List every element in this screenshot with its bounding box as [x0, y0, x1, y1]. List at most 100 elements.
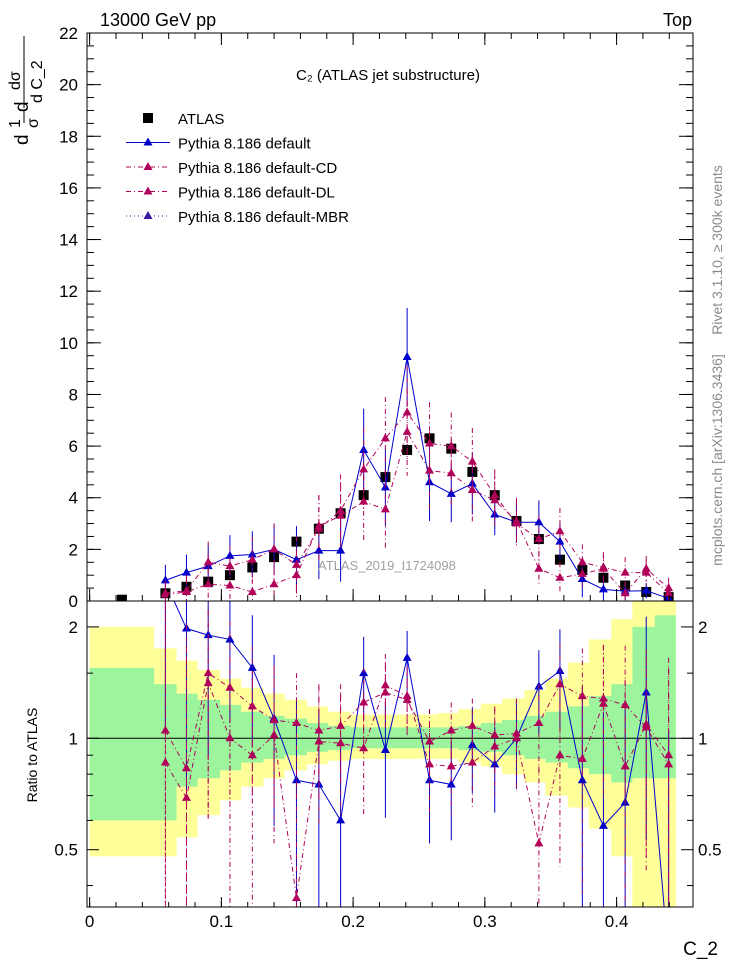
data-point [534, 534, 544, 543]
series-line [165, 430, 669, 596]
ratio-point [203, 678, 213, 687]
data-point [269, 544, 279, 553]
x-axis-label: C_2 [683, 939, 718, 960]
data-point [664, 583, 674, 592]
data-point [490, 495, 500, 504]
y-label-dsigma: dσ [7, 71, 24, 90]
ratio-point [380, 680, 390, 689]
data-point [116, 594, 127, 601]
y-tick-label: 4 [69, 489, 78, 508]
data-point [181, 586, 191, 595]
ratio-point [534, 838, 544, 847]
ratio-point [641, 719, 651, 728]
data-point [490, 490, 500, 499]
ratio-point [402, 691, 412, 700]
y-label-d2: d [12, 101, 33, 112]
data-point [160, 575, 170, 584]
ratio-point [225, 634, 235, 643]
mcplots-label: mcplots.cern.ch [arXiv:1306.3436] [709, 354, 725, 566]
data-point [225, 561, 235, 570]
legend-marker [143, 137, 153, 146]
data-point [225, 550, 235, 559]
series-3 [160, 388, 674, 601]
main-panel-content [116, 307, 674, 601]
ratio-point [336, 720, 346, 729]
ratio-point [336, 815, 346, 824]
data-point [181, 567, 191, 576]
y-label-dc2: d C_2 [29, 60, 46, 103]
ratio-point [664, 750, 674, 759]
legend: ATLAS Pythia 8.186 default Pythia 8.186 de… [126, 111, 349, 226]
data-point [598, 563, 608, 572]
data-point [291, 570, 301, 579]
data-point [425, 438, 435, 447]
ratio-point [181, 792, 191, 801]
data-point [467, 484, 477, 493]
y-tick-label: 22 [59, 24, 78, 43]
ratio-band-outer [89, 601, 676, 907]
ratio-point [247, 750, 257, 759]
data-point [641, 563, 651, 572]
data-point [620, 567, 630, 576]
ratio-point [425, 736, 435, 745]
y-tick-label: 2 [69, 540, 78, 559]
x-tick-label: 0.3 [473, 912, 497, 931]
data-point [446, 468, 456, 477]
ratio-point [664, 759, 674, 768]
data-point [203, 579, 213, 588]
ratio-point [314, 725, 324, 734]
ratio-point [225, 733, 235, 742]
legend-label: Pythia 8.186 default-DL [178, 185, 335, 202]
ratio-point [598, 820, 608, 829]
data-point [446, 441, 456, 450]
y-tick-label: 20 [59, 76, 78, 95]
ratio-point [641, 687, 651, 696]
y-tick-label: 12 [59, 282, 78, 301]
ratio-point [664, 956, 673, 964]
ratio-tick-label-right: 0.5 [698, 841, 722, 860]
ratio-panel-frame [86, 600, 694, 908]
y-axis-label: d 1 σ d dσ d C_2 [7, 36, 46, 145]
ratio-point [446, 761, 456, 770]
data-point [402, 407, 412, 416]
data-point [598, 584, 608, 593]
data-point [359, 496, 369, 505]
data-point [425, 465, 435, 474]
data-point [314, 545, 324, 554]
data-point [402, 352, 412, 361]
legend-label: ATLAS [178, 111, 224, 128]
data-point [247, 586, 257, 595]
ratio-point [577, 753, 587, 762]
data-point [577, 574, 587, 583]
chart-title: C₂ (ATLAS jet substructure) [296, 67, 480, 84]
data-point [291, 559, 301, 568]
y-label-one: 1 [7, 119, 24, 128]
y-tick-label: 8 [69, 385, 78, 404]
ratio-point [490, 759, 500, 768]
header-left-label: 13000 GeV pp [100, 10, 216, 30]
series-0 [116, 433, 674, 601]
data-point [225, 580, 235, 589]
legend-marker [143, 186, 153, 195]
legend-label: Pythia 8.186 default [178, 136, 311, 153]
ratio-tick-label-right: 1 [698, 729, 707, 748]
series-line [165, 411, 669, 594]
y-tick-label: 6 [69, 437, 78, 456]
ratio-tick-label: 0.5 [54, 841, 78, 860]
ratio-point [380, 744, 390, 753]
data-point [446, 488, 456, 497]
ratio-point [555, 679, 565, 688]
legend-item: ATLAS [143, 111, 224, 128]
ratio-point [269, 730, 279, 739]
ratio-point [467, 757, 477, 766]
data-point [160, 589, 170, 598]
ratio-point [620, 761, 630, 770]
data-point [336, 510, 346, 519]
ratio-line [173, 601, 665, 907]
y-tick-label: 10 [59, 334, 78, 353]
data-point [359, 464, 369, 473]
ratio-point [160, 725, 170, 734]
legend-label: Pythia 8.186 default-MBR [178, 209, 349, 226]
